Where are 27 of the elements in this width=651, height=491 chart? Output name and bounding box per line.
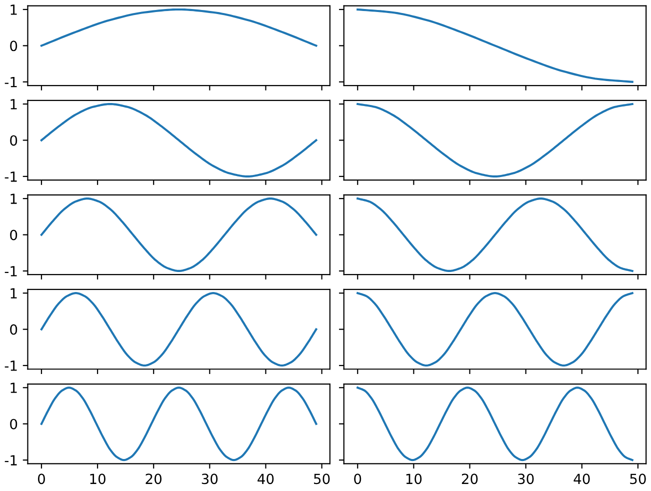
y-tick-label: -1 (4, 266, 17, 276)
y-tick-label: 1 (10, 288, 17, 298)
x-tick-label: 10 (406, 474, 422, 484)
x-tick-label: 50 (314, 474, 330, 484)
y-tick-label: 0 (10, 135, 18, 146)
x-tick-label: 20 (146, 474, 162, 484)
x-tick-label: 30 (518, 474, 534, 484)
x-tick-label: 10 (90, 474, 106, 484)
x-tick-label: 40 (258, 474, 274, 484)
y-tick-label: 0 (10, 230, 18, 240)
y-tick-label: -1 (4, 77, 17, 88)
y-tick-label: 1 (10, 99, 17, 110)
x-tick-label: 0 (38, 474, 45, 484)
x-tick-label: 0 (354, 474, 362, 484)
y-tick-label: 1 (10, 194, 17, 204)
y-tick-label: 0 (10, 40, 18, 52)
x-tick-label: 30 (202, 474, 218, 484)
y-tick-label: -1 (4, 172, 17, 182)
x-tick-label: 20 (462, 474, 478, 484)
y-tick-label: 1 (10, 382, 17, 393)
x-tick-label: 40 (574, 474, 590, 484)
y-tick-label: -1 (4, 360, 17, 371)
y-tick-label: 0 (10, 324, 18, 335)
y-tick-label: -1 (4, 455, 17, 466)
y-tick-label: 0 (10, 418, 18, 430)
x-tick-label: 50 (630, 474, 646, 484)
y-tick-label: 1 (10, 4, 17, 15)
